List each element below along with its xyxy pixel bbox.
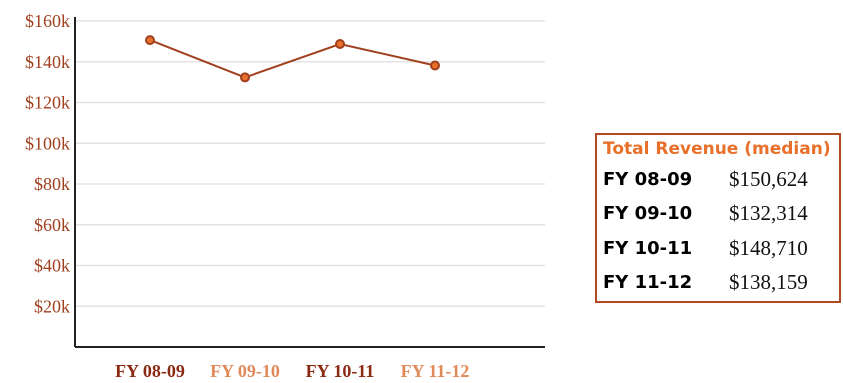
- x-tick-label: FY 09-10: [210, 361, 280, 381]
- y-tick-label: $100k: [25, 133, 70, 153]
- row-label: FY 10-11: [603, 237, 693, 259]
- data-point: [430, 60, 440, 71]
- y-tick-label: $120k: [25, 93, 70, 113]
- y-tick-label: $20k: [34, 296, 70, 316]
- row-value: $148,710: [729, 235, 808, 260]
- data-point: [240, 72, 250, 83]
- table-row: FY 11-12 $138,159: [597, 266, 839, 301]
- y-tick-label: $80k: [34, 174, 70, 194]
- x-tick-label: FY 11-12: [401, 361, 470, 381]
- table-row: FY 08-09 $150,624: [597, 162, 839, 197]
- row-value: $132,314: [729, 201, 808, 226]
- gridlines: [75, 20, 545, 307]
- summary-table-title: Total Revenue (median): [603, 139, 831, 159]
- x-tick-label: FY 10-11: [306, 361, 375, 381]
- x-tick-label: FY 08-09: [115, 361, 185, 381]
- row-label: FY 08-09: [603, 168, 693, 190]
- row-label: FY 11-12: [603, 272, 693, 294]
- revenue-summary-table: Total Revenue (median) FY 08-09 $150,624…: [595, 133, 841, 303]
- row-value: $150,624: [729, 166, 808, 191]
- table-row: FY 10-11 $148,710: [597, 231, 839, 266]
- data-point: [335, 39, 345, 50]
- revenue-series-line: [149, 39, 436, 79]
- y-tick-label: $60k: [34, 215, 70, 235]
- line-chart: $20k $40k $60k $80k $100k $120k $140k $160k FY …: [25, 11, 545, 381]
- y-axis-tick-labels: $20k $40k $60k $80k $100k $120k $140k $160k: [25, 11, 70, 316]
- x-axis-tick-labels: FY 08-09 FY 09-10 FY 10-11 FY 11-12: [115, 361, 469, 381]
- y-tick-label: $140k: [25, 52, 70, 72]
- y-tick-label: $160k: [25, 11, 70, 31]
- data-points: [145, 35, 440, 83]
- data-point: [145, 35, 155, 46]
- row-value: $138,159: [729, 270, 808, 295]
- row-label: FY 09-10: [603, 203, 693, 225]
- table-row: FY 09-10 $132,314: [597, 197, 839, 232]
- y-tick-label: $40k: [34, 256, 70, 276]
